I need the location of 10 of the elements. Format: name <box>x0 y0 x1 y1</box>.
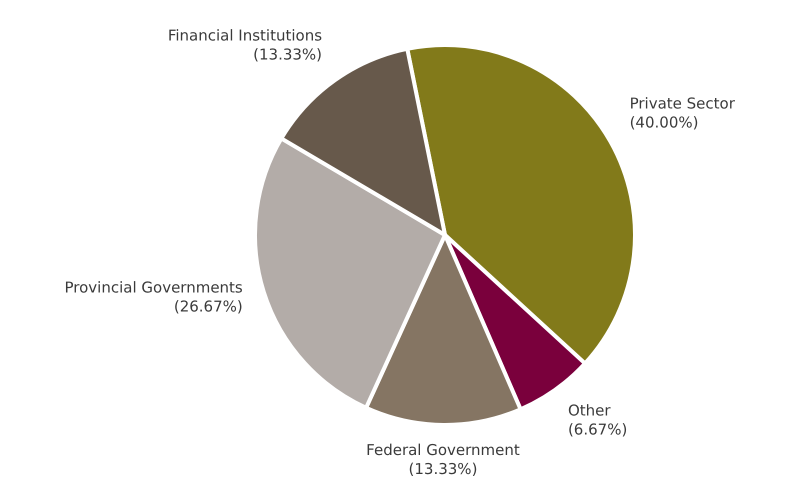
data-label: (13.33%) <box>253 45 322 64</box>
slice-label: Provincial Governments <box>64 278 243 297</box>
data-label: (13.33%) <box>408 460 478 478</box>
slice-label: Private Sector <box>630 94 736 113</box>
slice-label: Federal Government <box>366 440 520 459</box>
data-label: (6.67%) <box>568 420 628 439</box>
data-label: (40.00%) <box>630 114 698 132</box>
slice-label: Other <box>568 402 612 420</box>
slice-label: Financial Institutions <box>168 26 322 44</box>
data-label: (26.67%) <box>174 298 243 316</box>
